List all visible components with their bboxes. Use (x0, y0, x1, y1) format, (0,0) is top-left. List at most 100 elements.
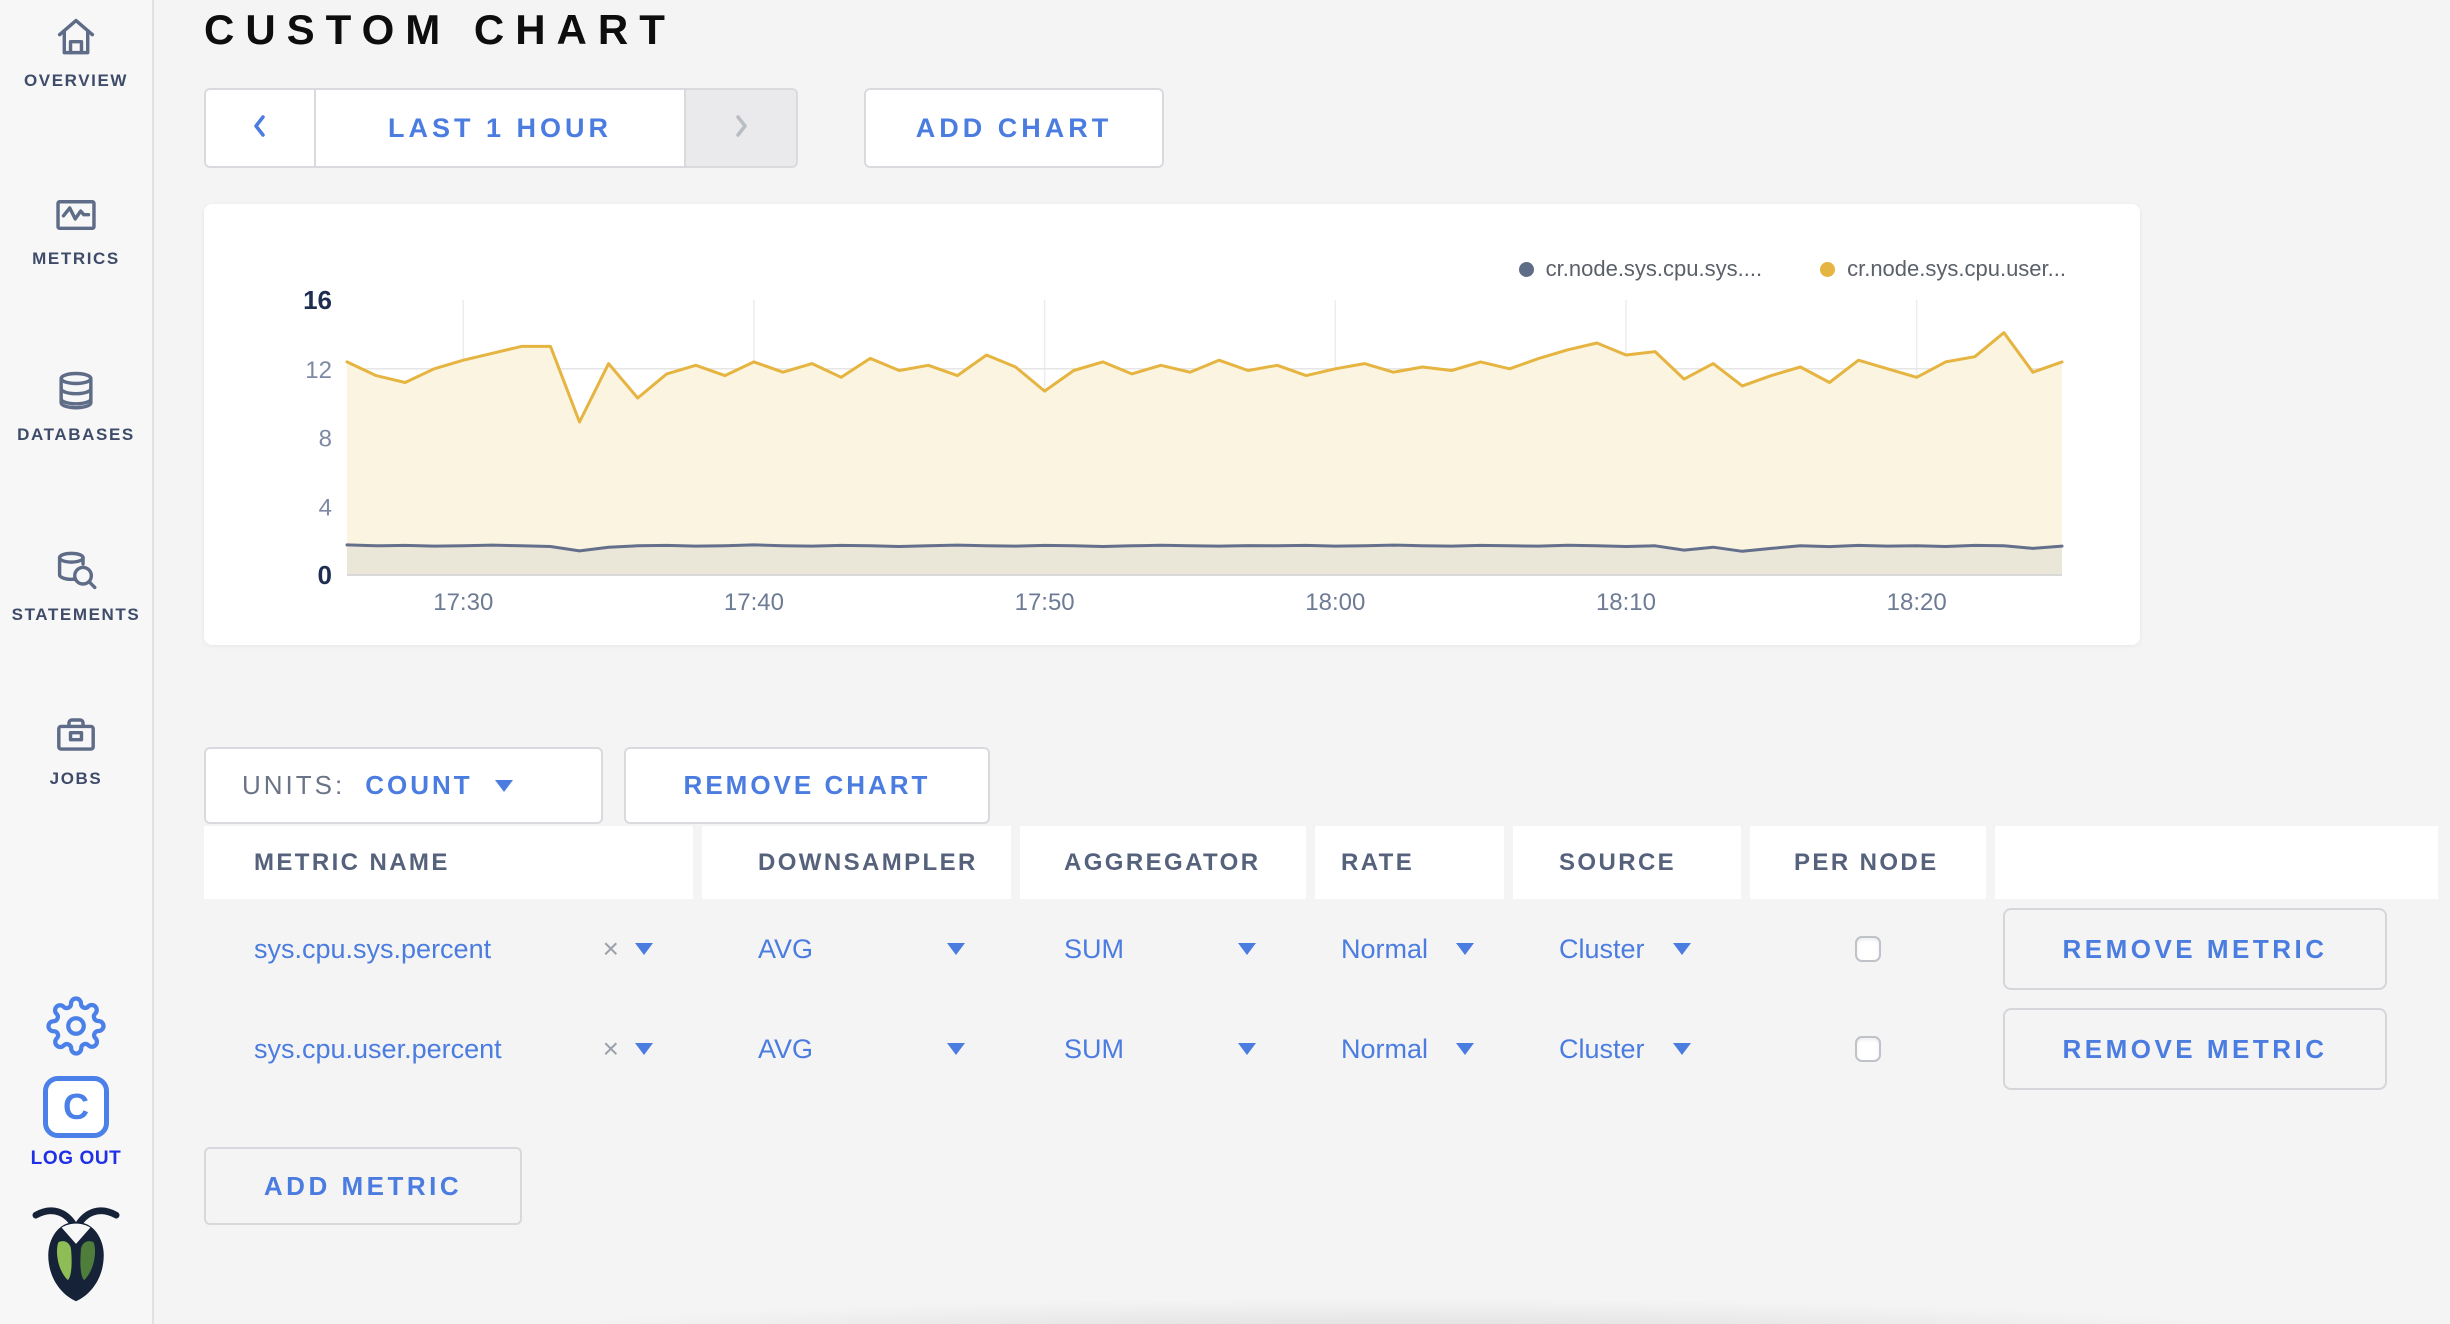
source-dropdown[interactable]: Cluster (1513, 934, 1741, 965)
legend-item: cr.node.sys.cpu.user... (1820, 256, 2066, 282)
metric-name-value[interactable]: sys.cpu.user.percent (254, 1033, 502, 1064)
chevron-down-icon (494, 779, 513, 792)
legend-label: cr.node.sys.cpu.sys.... (1545, 256, 1763, 281)
aggregator-dropdown[interactable]: SUM (1020, 934, 1306, 965)
downsampler-dropdown[interactable]: AVG (702, 1034, 1011, 1065)
legend-dot-user (1820, 261, 1836, 277)
downsampler-value: AVG (758, 1033, 814, 1064)
chevron-down-icon[interactable] (635, 1043, 653, 1055)
sidebar-item-jobs[interactable]: JOBS (0, 710, 152, 789)
chevron-down-icon[interactable] (635, 943, 653, 955)
chevron-down-icon (1238, 1043, 1256, 1055)
logout-button[interactable]: C LOG OUT (0, 1076, 152, 1170)
sidebar-item-label: OVERVIEW (23, 71, 129, 90)
toolbar: LAST 1 HOUR ADD CHART (204, 88, 2450, 168)
page-title: CUSTOM CHART (204, 6, 676, 53)
table-row: sys.cpu.sys.percent × AVG SUM Normal (204, 899, 2440, 999)
bottom-scroll-shadow (454, 1298, 2330, 1324)
column-header-metric-name: METRIC NAME (204, 826, 693, 899)
actions-cell: REMOVE METRIC (1995, 1008, 2438, 1090)
per-node-checkbox[interactable] (1855, 1036, 1881, 1062)
legend-item: cr.node.sys.cpu.sys.... (1518, 256, 1763, 282)
clear-metric-icon[interactable]: × (602, 1033, 619, 1064)
time-range-next-button[interactable] (684, 90, 796, 166)
downsampler-value: AVG (758, 933, 814, 964)
time-range-prev-button[interactable] (206, 90, 316, 166)
home-icon (0, 12, 152, 62)
x-tick-label: 18:10 (1596, 589, 1656, 616)
rate-value: Normal (1341, 1033, 1429, 1064)
chevron-left-icon (251, 111, 269, 146)
metric-name-value[interactable]: sys.cpu.sys.percent (254, 933, 492, 964)
column-header-actions (1995, 826, 2438, 899)
y-tick-label: 8 (319, 426, 332, 453)
sidebar-item-metrics[interactable]: METRICS (0, 190, 152, 269)
table-header-row: METRIC NAME DOWNSAMPLER AGGREGATOR RATE … (204, 826, 2440, 899)
per-node-checkbox[interactable] (1855, 936, 1881, 962)
sidebar-item-databases[interactable]: DATABASES (0, 366, 152, 445)
downsampler-dropdown[interactable]: AVG (702, 934, 1011, 965)
column-header-rate: RATE (1315, 826, 1504, 899)
chevron-right-icon (732, 111, 750, 146)
x-tick-label: 18:00 (1305, 589, 1365, 616)
source-value: Cluster (1559, 1033, 1645, 1064)
source-dropdown[interactable]: Cluster (1513, 1034, 1741, 1065)
logout-label: LOG OUT (30, 1148, 122, 1169)
x-tick-label: 17:40 (724, 589, 784, 616)
chevron-down-icon (947, 943, 965, 955)
column-header-downsampler: DOWNSAMPLER (702, 826, 1011, 899)
add-metric-button[interactable]: ADD METRIC (204, 1147, 522, 1225)
table-row: sys.cpu.user.percent × AVG SUM Normal (204, 999, 2440, 1099)
y-tick-label: 4 (319, 494, 332, 521)
chevron-down-icon (1456, 943, 1474, 955)
units-dropdown[interactable]: UNITS: COUNT (204, 747, 603, 824)
cockroach-c-icon: C (43, 1076, 109, 1138)
units-value: COUNT (365, 770, 473, 800)
metrics-table: METRIC NAME DOWNSAMPLER AGGREGATOR RATE … (204, 826, 2440, 1099)
column-header-per-node: PER NODE (1750, 826, 1986, 899)
x-tick-label: 18:20 (1887, 589, 1947, 616)
remove-metric-button[interactable]: REMOVE METRIC (2003, 908, 2387, 990)
series-line (345, 331, 2064, 424)
chevron-down-icon (947, 1043, 965, 1055)
sidebar-item-overview[interactable]: OVERVIEW (0, 12, 152, 91)
y-tick-label: 0 (318, 560, 332, 590)
rate-dropdown[interactable]: Normal (1315, 1034, 1504, 1065)
time-range-picker: LAST 1 HOUR (204, 88, 798, 168)
chevron-down-icon (1238, 943, 1256, 955)
chart-controls-row: UNITS: COUNT REMOVE CHART (204, 747, 2450, 824)
add-chart-button[interactable]: ADD CHART (864, 88, 1164, 168)
jobs-icon (0, 710, 152, 760)
x-tick-label: 17:50 (1015, 589, 1075, 616)
metric-name-cell: sys.cpu.sys.percent × (204, 934, 693, 965)
legend-label: cr.node.sys.cpu.user... (1847, 256, 2066, 281)
x-tick-label: 17:30 (433, 589, 493, 616)
clear-metric-icon[interactable]: × (602, 933, 619, 964)
source-value: Cluster (1559, 933, 1645, 964)
y-tick-label: 16 (303, 285, 332, 315)
sidebar: OVERVIEW METRICS DATABASES (0, 0, 154, 1324)
settings-button[interactable] (0, 996, 152, 1061)
statements-icon (0, 546, 152, 596)
cockroach-bug-logo (0, 1196, 152, 1311)
rate-value: Normal (1341, 933, 1429, 964)
gear-icon (45, 996, 107, 1060)
column-header-source: SOURCE (1513, 826, 1741, 899)
sidebar-item-statements[interactable]: STATEMENTS (0, 546, 152, 625)
metric-name-controls: × (603, 1035, 693, 1063)
remove-chart-button[interactable]: REMOVE CHART (624, 747, 990, 824)
rate-dropdown[interactable]: Normal (1315, 934, 1504, 965)
metrics-icon (0, 190, 152, 240)
aggregator-dropdown[interactable]: SUM (1020, 1034, 1306, 1065)
y-tick-label: 12 (305, 357, 332, 384)
chevron-down-icon (1456, 1043, 1474, 1055)
bug-icon (28, 1207, 124, 1310)
chart-legend: cr.node.sys.cpu.sys.... cr.node.sys.cpu.… (1518, 256, 2066, 282)
chart-canvas[interactable]: 17:30 17:40 17:50 18:00 18:10 18:20 0 4 8 12 16 (204, 204, 2140, 645)
actions-cell: REMOVE METRIC (1995, 908, 2438, 990)
time-range-label[interactable]: LAST 1 HOUR (387, 112, 612, 143)
chevron-down-icon (1673, 1043, 1691, 1055)
remove-metric-button[interactable]: REMOVE METRIC (2003, 1008, 2387, 1090)
metric-name-controls: × (603, 935, 693, 963)
